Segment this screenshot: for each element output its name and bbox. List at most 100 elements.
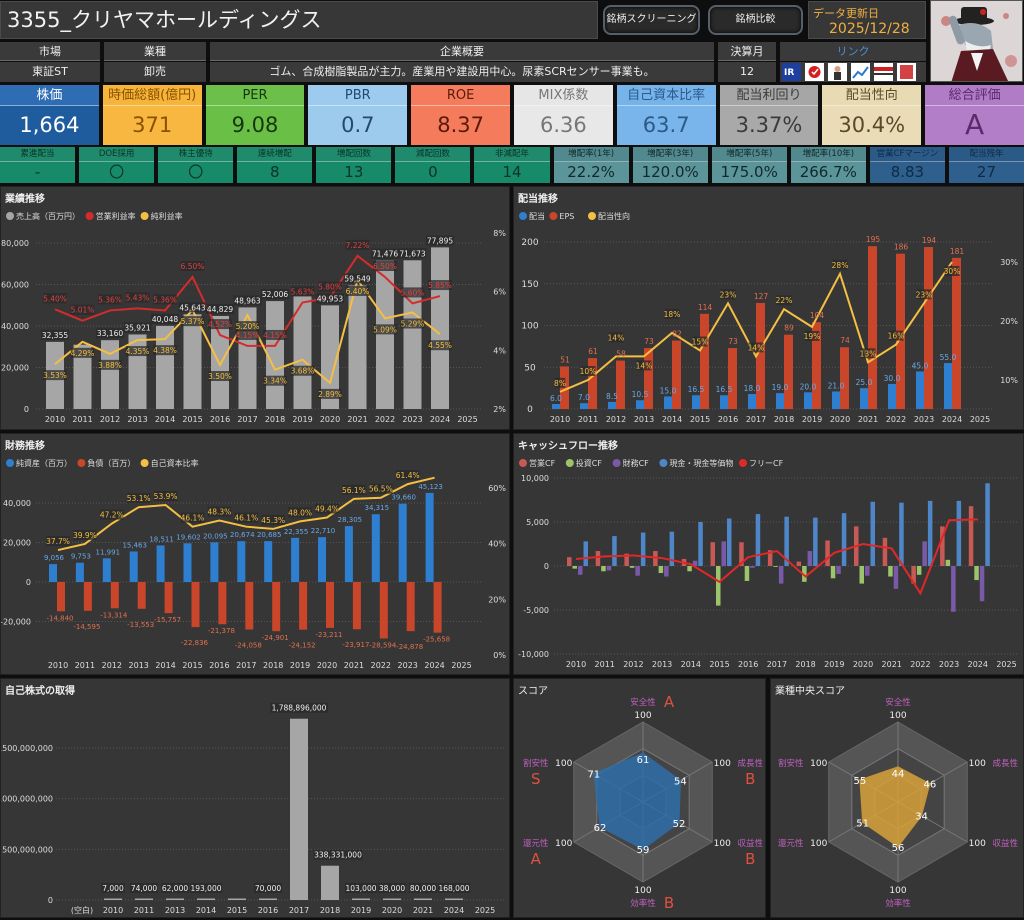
payout-ratio-line <box>559 261 953 393</box>
liabilities-label: -21,378 <box>208 627 235 635</box>
y2-tick-label: 60% <box>488 484 506 493</box>
radar-axis-label: 収益性 <box>738 838 764 849</box>
eps-bar <box>588 358 597 409</box>
buyback-bar <box>259 898 277 900</box>
label-bg <box>208 319 232 330</box>
radar-max-label: 100 <box>714 839 731 849</box>
investing-cf-bar <box>572 566 577 569</box>
label-bg <box>101 883 125 893</box>
liabilities-bar <box>352 582 361 630</box>
chart-icon[interactable] <box>851 63 870 81</box>
legend-marker <box>588 212 596 220</box>
legend-label: 自己資本比率 <box>151 458 199 468</box>
x-tick-label: 2021 <box>858 415 878 424</box>
x-tick-label: 2015 <box>182 415 202 424</box>
cash-bar <box>698 522 703 566</box>
financing-cf-bar <box>578 566 583 575</box>
dividend-bar <box>636 400 644 409</box>
sub-metrics-row: 累進配当 - DOE採用〇株主優待〇連続増配 8 増配回数 13 減配回数 0 非減配年 14 増配… <box>0 147 1024 183</box>
financing-cf-bar <box>721 541 726 566</box>
dividend-bar <box>608 401 616 409</box>
net-margin-label: 4.35% <box>126 347 150 356</box>
liabilities-label: -23,211 <box>315 631 342 639</box>
yutai-icon[interactable] <box>897 63 916 81</box>
label-bg <box>180 316 205 327</box>
label-bg <box>261 514 285 525</box>
update-date-value: 2025/12/28 <box>829 21 910 37</box>
metrics-row: 株価 1,664 時価総額(億円) 371 PER 9.08 PBR 0.7 ROE 8.37 MI… <box>0 85 1024 145</box>
radar-grade-label: B <box>664 894 674 912</box>
metric-label: ROE <box>411 85 510 106</box>
net-assets-label: 20,095 <box>203 532 228 540</box>
free-cf-line <box>575 518 978 596</box>
eps-bar <box>840 347 849 409</box>
metric-label: PBR <box>308 85 408 106</box>
dividend-bar <box>692 395 700 409</box>
dividend-label: 21.0 <box>828 381 845 390</box>
screening-button[interactable]: 銘柄スクリーニング <box>603 5 700 35</box>
net-margin-label: 4.38% <box>153 346 177 355</box>
financing-cf-bar <box>750 566 755 568</box>
net-margin-label: 3.50% <box>208 372 232 381</box>
investing-cf-bar <box>802 566 807 582</box>
equity-ratio-label: 61.4% <box>396 471 420 480</box>
radar-value-label: 55 <box>854 776 867 787</box>
label-bg <box>43 293 67 304</box>
fiscal-month-value: 12 <box>718 62 776 82</box>
liabilities-label: -13,314 <box>100 611 128 619</box>
label-bg <box>96 328 124 339</box>
radar-value-label: 61 <box>637 755 650 766</box>
person-icon[interactable] <box>828 63 847 81</box>
label-bg <box>373 261 397 271</box>
net-margin-line <box>54 277 441 385</box>
x-tick-label: 2025 <box>451 661 471 670</box>
net-assets-bar <box>210 542 219 582</box>
sales-bar <box>293 295 312 409</box>
minkabu-icon[interactable] <box>805 63 824 81</box>
payout-ratio-label: 18% <box>664 310 681 319</box>
x-tick-label: 2014 <box>662 415 682 424</box>
eps-label: 127 <box>754 292 769 301</box>
sub-metric-card: 増配率(10年) 266.7% <box>790 147 866 183</box>
metric-value: 9.08 <box>205 106 305 145</box>
label-bg <box>270 702 328 713</box>
buyback-value-label: 193,000 <box>190 884 221 893</box>
dividend-bar <box>832 391 840 409</box>
x-tick-label: 2015 <box>182 661 202 670</box>
compare-button[interactable]: 銘柄比較 <box>708 5 803 35</box>
label-bg <box>720 289 736 300</box>
radar-value-area <box>593 752 681 850</box>
label-bg <box>345 285 370 296</box>
payout-ratio-label: 15% <box>692 338 709 347</box>
operating-margin-label: 4.15% <box>263 331 287 340</box>
kabutan-icon[interactable] <box>874 63 893 81</box>
sales-bar <box>73 344 92 409</box>
label-bg <box>290 365 315 376</box>
sub-metric-label: 株主優待 <box>158 147 234 162</box>
x-tick-label: 2022 <box>371 661 391 670</box>
investing-cf-bar <box>888 566 893 577</box>
label-bg <box>378 883 406 893</box>
radar-grade-label: A <box>664 693 675 711</box>
label-bg <box>344 883 378 893</box>
label-bg <box>73 529 97 540</box>
eps-label: 181 <box>950 247 965 256</box>
label-bg <box>189 883 223 893</box>
sub-metric-label: 増配率(3年) <box>632 147 708 162</box>
dividend-bar <box>804 392 812 409</box>
buyback-chart-panel: 0 500,000,000 1,000,000,000 1,500,000,000 (空… <box>0 678 510 918</box>
ir-bank-icon[interactable]: IR <box>782 63 801 81</box>
legend-label: 純資産（百万） <box>16 458 72 468</box>
x-tick-label: 2017 <box>237 415 257 424</box>
label-bg <box>636 360 652 371</box>
operating-cf-bar <box>825 540 830 566</box>
radar-axis-label: 成長性 <box>738 758 764 769</box>
liabilities-label: -23,917 <box>342 641 369 649</box>
x-tick-label: 2010 <box>566 660 586 669</box>
sub-metric-label: 非減配年 <box>474 147 550 162</box>
net-assets-label: 22,355 <box>284 528 309 536</box>
liabilities-bar <box>83 582 92 611</box>
cash-bar <box>927 500 933 566</box>
radar-grade-label: B <box>745 770 755 788</box>
net-margin-label: 5.09% <box>373 325 397 334</box>
